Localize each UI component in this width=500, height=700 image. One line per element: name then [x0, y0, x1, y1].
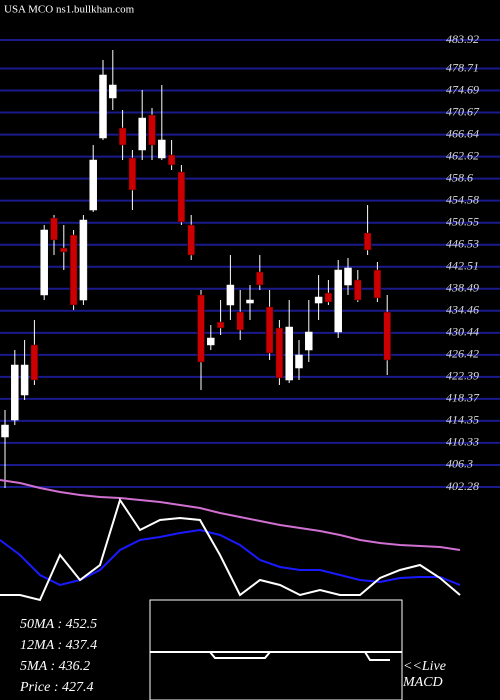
- y-tick-label: 470.67: [446, 104, 480, 118]
- candle-body: [11, 364, 19, 421]
- y-tick-label: 474.69: [446, 82, 479, 96]
- candle-body: [99, 74, 107, 139]
- candle-body: [344, 267, 352, 286]
- info-line: Price : 427.4: [19, 680, 93, 695]
- y-tick-label: 414.35: [446, 413, 479, 427]
- macd-label: MACD: [402, 675, 443, 690]
- indicator-line: [0, 497, 461, 602]
- y-tick-label: 402.28: [446, 479, 479, 493]
- candle-body: [118, 127, 127, 146]
- macd-box: [149, 599, 403, 700]
- candle-body: [305, 331, 313, 351]
- info-line: 12MA : 437.4: [20, 638, 97, 653]
- info-line: 50MA : 452.5: [20, 617, 97, 632]
- candle-body: [256, 271, 264, 286]
- candle-body: [187, 224, 195, 256]
- candle-body: [354, 279, 362, 301]
- chart-title: USA MCO ns1.bullkhan.com: [4, 4, 135, 16]
- candle-body: [226, 284, 235, 306]
- macd-label: <<Live: [403, 659, 446, 674]
- indicator-line: [0, 528, 461, 587]
- candle-body: [207, 337, 215, 346]
- y-tick-label: 434.46: [446, 303, 479, 317]
- y-tick-label: 418.37: [446, 391, 480, 405]
- y-tick-label: 454.58: [446, 192, 479, 206]
- candle-body: [275, 327, 284, 379]
- y-tick-label: 446.53: [446, 236, 479, 250]
- candle-body: [109, 84, 117, 99]
- macd-line: [209, 651, 390, 661]
- candle-body: [363, 232, 372, 251]
- candle-body: [148, 114, 156, 146]
- candle-body: [79, 219, 88, 301]
- y-tick-label: 410.33: [446, 435, 479, 449]
- candle-body: [89, 159, 97, 211]
- candle-body: [265, 306, 274, 354]
- candle-body: [324, 292, 333, 303]
- candle-body: [30, 344, 39, 381]
- candle-body: [197, 294, 205, 363]
- candle-body: [69, 234, 78, 306]
- candle-body: [60, 247, 68, 253]
- candle-body: [158, 139, 166, 159]
- candle-body: [236, 311, 244, 331]
- candle-body: [246, 299, 254, 304]
- info-line: 5MA : 436.2: [20, 659, 90, 674]
- candle-body: [50, 217, 58, 241]
- candle-body: [285, 326, 293, 381]
- y-tick-label: 406.3: [446, 457, 473, 471]
- y-tick-label: 442.51: [446, 258, 479, 272]
- y-tick-label: 466.64: [446, 126, 479, 140]
- candle-body: [314, 296, 323, 304]
- candle-body: [295, 354, 303, 369]
- candle-body: [177, 171, 186, 223]
- indicator-line: [0, 479, 461, 551]
- y-tick-label: 438.49: [446, 280, 479, 294]
- y-tick-label: 426.42: [446, 347, 479, 361]
- candle-body: [20, 364, 29, 396]
- candle-body: [216, 321, 225, 329]
- y-tick-label: 450.55: [446, 214, 479, 228]
- candle-body: [1, 424, 9, 438]
- candle-body: [383, 311, 391, 361]
- candle-body: [373, 269, 382, 299]
- candle-body: [334, 269, 342, 333]
- y-tick-label: 422.39: [446, 369, 479, 383]
- candle-body: [138, 117, 146, 151]
- y-tick-label: 478.71: [446, 60, 479, 74]
- y-tick-label: 483.92: [446, 32, 479, 46]
- candle-body: [40, 229, 48, 296]
- y-tick-label: 430.44: [446, 325, 479, 339]
- candle-body: [167, 154, 176, 166]
- candle-body: [128, 157, 137, 191]
- y-tick-label: 458.6: [446, 170, 473, 184]
- y-tick-label: 462.62: [446, 148, 479, 162]
